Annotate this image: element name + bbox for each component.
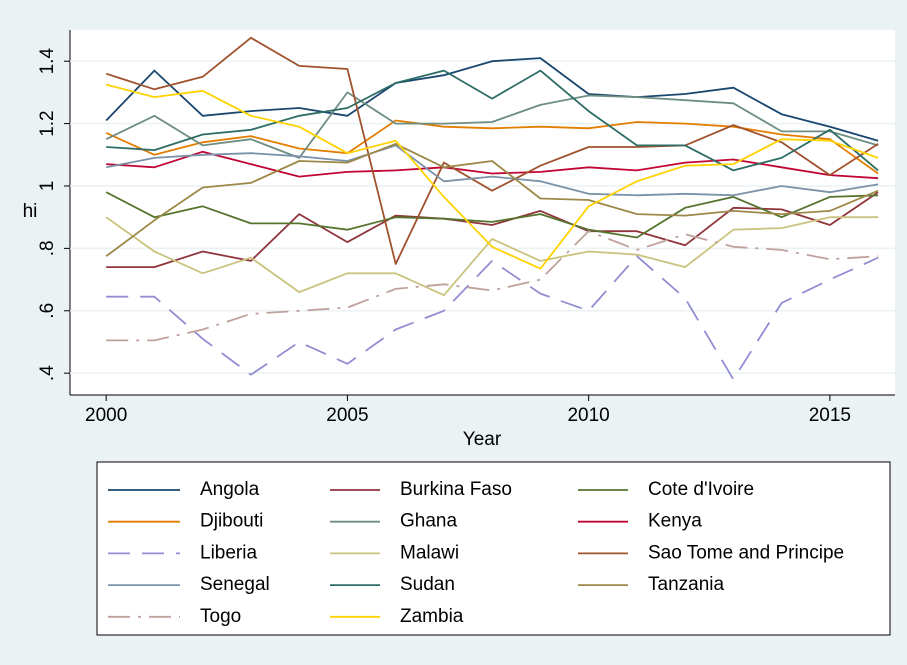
x-tick-label: 2005: [326, 405, 368, 426]
legend-label: Tanzania: [648, 574, 724, 595]
y-tick-label: 1.2: [37, 110, 58, 136]
y-tick-label: .4: [37, 365, 58, 381]
x-tick-label: 2010: [567, 405, 609, 426]
legend-label: Angola: [200, 479, 260, 500]
series-line: [106, 144, 879, 197]
y-tick-label: .6: [37, 303, 58, 319]
legend-label: Sudan: [400, 574, 455, 595]
series-line: [106, 191, 879, 268]
series-line: [105, 216, 879, 297]
x-tick-label: 2015: [809, 405, 851, 426]
legend-box: [96, 461, 891, 636]
series-line: [105, 91, 879, 159]
legend-label: Cote d'Ivoire: [648, 479, 754, 500]
series-line: [105, 83, 879, 270]
series-line: [105, 191, 879, 239]
legend-label: Togo: [200, 606, 241, 627]
y-axis-label: hi: [23, 201, 38, 222]
series-line: [106, 255, 879, 381]
legend-label: Sao Tome and Principe: [648, 542, 844, 563]
y-tick-label: 1.4: [37, 48, 58, 75]
series-line: [106, 230, 879, 342]
series-line: [105, 57, 879, 142]
legend-label: Ghana: [400, 511, 457, 532]
legend-label: Liberia: [200, 542, 257, 563]
x-axis-label: Year: [463, 429, 502, 450]
series-line: [106, 69, 879, 172]
legend-label: Senegal: [200, 574, 270, 595]
series-line: [105, 36, 879, 265]
legend-label: Burkina Faso: [400, 479, 512, 500]
y-tick-label: 1: [37, 181, 58, 192]
x-tick-label: 2000: [85, 405, 127, 426]
legend-label: Zambia: [400, 606, 464, 627]
series-line: [106, 150, 879, 180]
legend-label: Malawi: [400, 542, 459, 563]
series-line: [105, 119, 879, 175]
series-line: [105, 143, 879, 257]
y-tick-label: .8: [37, 240, 58, 256]
legend-label: Djibouti: [200, 511, 263, 532]
legend-label: Kenya: [648, 511, 702, 532]
